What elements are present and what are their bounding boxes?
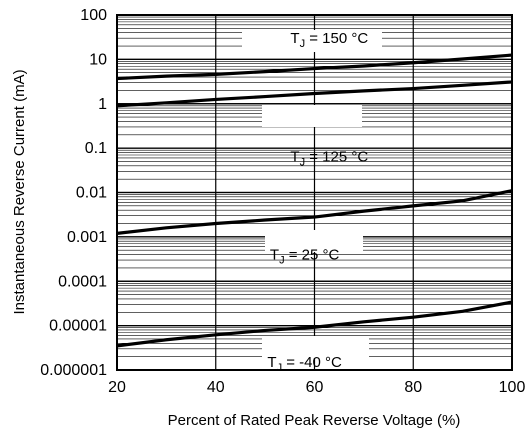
series-line-2 [116, 189, 513, 235]
curve-label-text: TJ = 125 °C [290, 148, 368, 168]
curve-label-1: TJ = 125 °C [262, 105, 368, 168]
series-line-1 [116, 80, 513, 108]
curve-label-2: TJ = 25 °C [265, 230, 363, 267]
x-tick-label: 80 [404, 379, 422, 396]
curve-label-text: TJ = -40 °C [267, 354, 342, 374]
y-tick-label: 0.01 [76, 185, 107, 202]
series-line-3 [116, 300, 513, 348]
series-lines [116, 53, 513, 348]
curve-label-bg [262, 336, 369, 358]
y-tick-label: 0.1 [85, 140, 107, 157]
curve-label-bg [265, 230, 363, 252]
curve-label-bg [242, 30, 382, 52]
y-tick-label: 1 [98, 96, 107, 113]
y-tick-label: 0.0001 [58, 273, 107, 290]
y-axis-title: Instantaneous Reverse Current (mA) [11, 69, 28, 314]
x-tick-label: 100 [499, 379, 526, 396]
y-tick-label: 0.00001 [49, 318, 107, 335]
y-tick-label: 100 [80, 7, 107, 24]
series-line-0 [116, 53, 513, 81]
plot-frame [116, 14, 513, 371]
curve-label-text: TJ = 150 °C [290, 30, 368, 50]
x-axis-title: Percent of Rated Peak Reverse Voltage (%… [168, 412, 461, 429]
curve-label-text: TJ = 25 °C [270, 247, 340, 267]
curve-labels: TJ = 150 °C TJ = 125 °C TJ = 25 °C TJ = -40… [242, 30, 382, 374]
grid-lines [116, 14, 513, 371]
tick-labels: 0.000001 0.00001 0.0001 0.001 0.01 0.1 1 10 100 2… [40, 7, 525, 396]
y-tick-label: 0.000001 [40, 362, 107, 379]
y-tick-label: 10 [89, 51, 107, 68]
curve-label-3: TJ = -40 °C [262, 336, 369, 374]
x-tick-label: 20 [108, 379, 126, 396]
curve-label-bg [262, 105, 362, 127]
x-tick-label: 60 [306, 379, 324, 396]
x-tick-label: 40 [207, 379, 225, 396]
y-tick-label: 0.001 [67, 229, 107, 246]
curve-label-0: TJ = 150 °C [242, 30, 382, 52]
